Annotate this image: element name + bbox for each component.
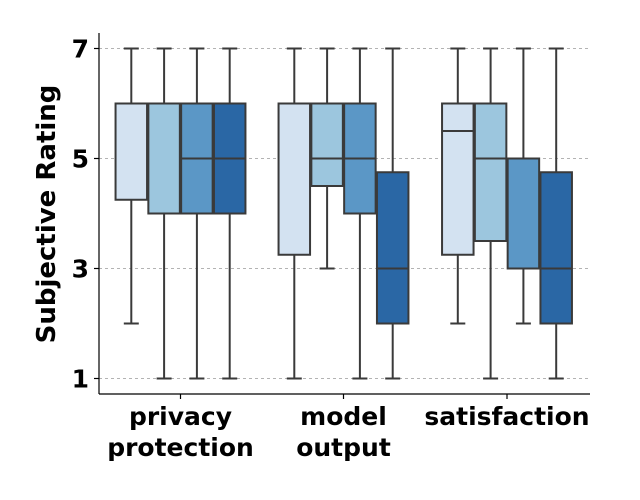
- box-body: [114, 102, 149, 201]
- box-body: [441, 102, 475, 256]
- box-2-4: [375, 47, 410, 380]
- box-body: [147, 102, 181, 215]
- x-category-label-line: privacy: [129, 402, 232, 431]
- box-body: [506, 157, 541, 270]
- box-body: [310, 102, 344, 187]
- box-1-1: [114, 47, 149, 325]
- box-body: [473, 102, 508, 242]
- box-body: [375, 171, 410, 325]
- y-axis-title: Subjective Rating: [32, 85, 62, 344]
- y-tick-label-3: 3: [72, 255, 89, 284]
- y-tick-label-7: 7: [72, 35, 89, 64]
- box-group-3: [441, 47, 573, 380]
- box-groups: [114, 47, 573, 380]
- x-category-label-line: satisfaction: [424, 402, 589, 431]
- x-category-labels: privacy protection model output satisfaction: [107, 394, 590, 462]
- box-2-3: [343, 47, 377, 380]
- box-3-4: [539, 47, 573, 380]
- x-category-label-1: privacy protection: [107, 402, 254, 462]
- y-tick-label-1: 1: [72, 365, 89, 394]
- box-group-2: [277, 47, 410, 380]
- box-2-1: [277, 47, 312, 380]
- box-body: [539, 171, 573, 325]
- box-1-4: [212, 47, 247, 380]
- y-tick-label-5: 5: [72, 145, 89, 174]
- box-3-2: [473, 47, 508, 380]
- box-1-3: [180, 47, 214, 380]
- x-category-label-3: satisfaction: [424, 402, 589, 431]
- box-group-1: [114, 47, 247, 380]
- x-category-label-line: model: [300, 402, 387, 431]
- box-1-2: [147, 47, 181, 380]
- box-body: [277, 102, 312, 256]
- x-category-label-line: output: [296, 433, 391, 462]
- box-2-2: [310, 47, 344, 270]
- x-category-label-2: model output: [296, 402, 391, 462]
- x-category-label-line: protection: [107, 433, 254, 462]
- box-3-3: [506, 47, 541, 325]
- y-tick-labels: 1 3 5 7: [72, 35, 99, 394]
- box-3-1: [441, 47, 475, 325]
